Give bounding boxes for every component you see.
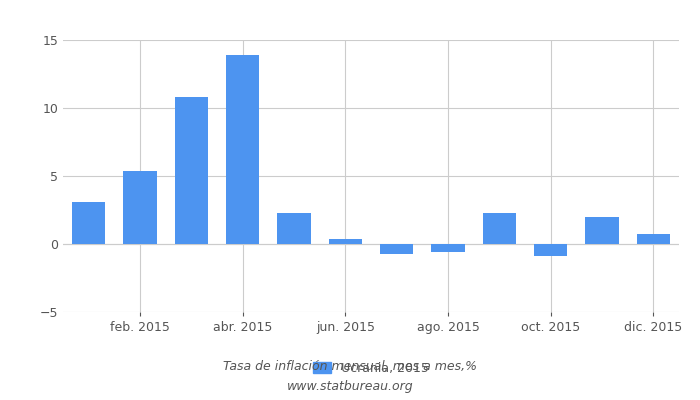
Bar bbox=[534, 244, 567, 256]
Bar bbox=[123, 170, 157, 244]
Text: Tasa de inflación mensual, mes a mes,%: Tasa de inflación mensual, mes a mes,% bbox=[223, 360, 477, 373]
Bar bbox=[226, 55, 259, 244]
Bar bbox=[174, 97, 208, 244]
Bar bbox=[380, 244, 413, 254]
Text: www.statbureau.org: www.statbureau.org bbox=[287, 380, 413, 393]
Bar bbox=[637, 234, 670, 244]
Bar bbox=[585, 217, 619, 244]
Bar bbox=[277, 213, 311, 244]
Legend: Ucrania, 2015: Ucrania, 2015 bbox=[313, 362, 429, 375]
Bar bbox=[72, 202, 105, 244]
Bar bbox=[329, 238, 362, 244]
Bar bbox=[431, 244, 465, 252]
Bar bbox=[483, 213, 516, 244]
